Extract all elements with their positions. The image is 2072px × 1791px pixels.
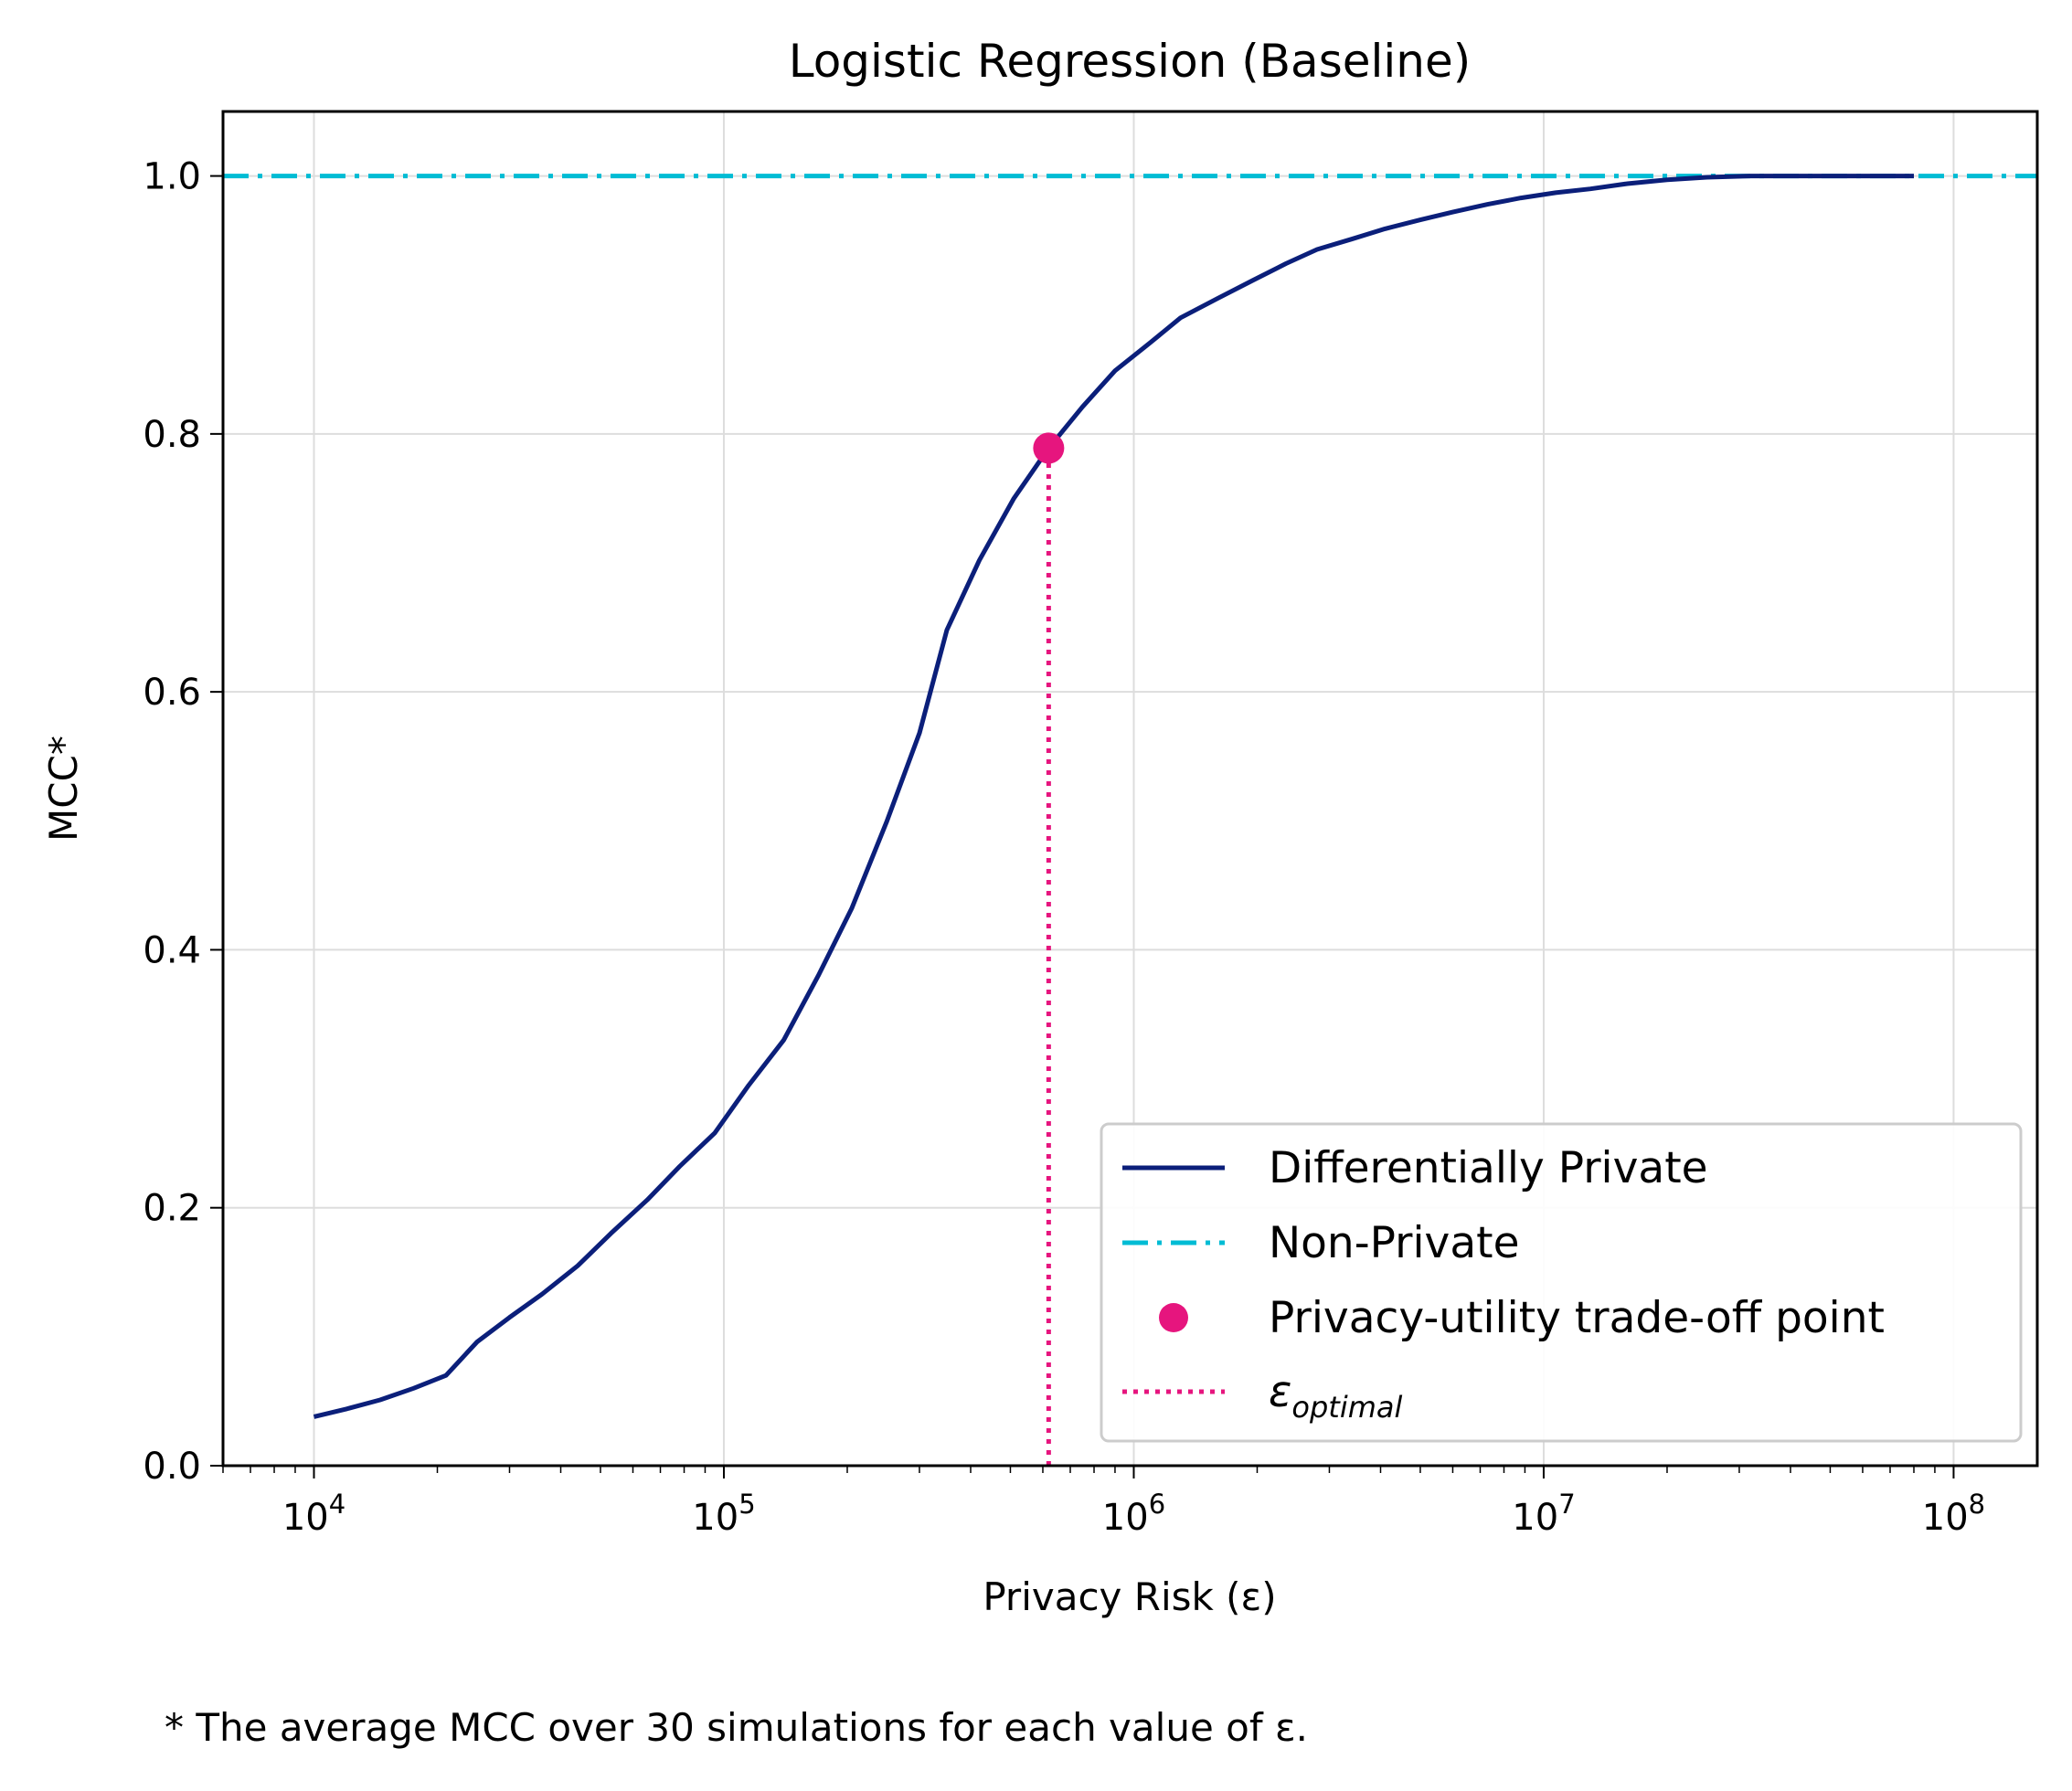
y-tick-label: 1.0 xyxy=(143,156,201,198)
x-tick-label-base: 10 xyxy=(1512,1497,1558,1539)
plot-area xyxy=(223,174,2037,1466)
trade-off-point xyxy=(1033,432,1065,464)
legend: Differentially Private Non-Private Priva… xyxy=(1100,1122,2023,1443)
x-tick-label-base: 10 xyxy=(282,1497,329,1539)
chart-title: Logistic Regression (Baseline) xyxy=(789,35,1472,88)
x-tick-label-exponent: 5 xyxy=(738,1489,755,1520)
legend-swatch-trade-off-point xyxy=(1159,1303,1188,1332)
x-tick-label-exponent: 6 xyxy=(1149,1489,1165,1520)
legend-label-trade-off-point: Privacy-utility trade-off point xyxy=(1269,1293,1885,1343)
x-tick-label-base: 10 xyxy=(1102,1497,1149,1539)
legend-label-non-private: Non-Private xyxy=(1269,1218,1520,1268)
differentially-private-line xyxy=(313,174,1914,1419)
y-tick-label: 0.6 xyxy=(143,672,201,714)
x-tick-label: 107 xyxy=(1512,1489,1575,1539)
legend-box xyxy=(1100,1122,2023,1443)
legend-epsilon-symbol: ε xyxy=(1269,1367,1291,1417)
y-axis-label: MCC* xyxy=(41,736,86,842)
x-tick-label-base: 10 xyxy=(692,1497,738,1539)
x-tick-label-exponent: 8 xyxy=(1969,1489,1985,1520)
legend-label-differentially-private: Differentially Private xyxy=(1269,1143,1708,1193)
x-tick-label-exponent: 4 xyxy=(329,1489,345,1520)
y-tick-label: 0.8 xyxy=(143,414,201,456)
footnote: * The average MCC over 30 simulations fo… xyxy=(165,1705,1309,1750)
plot-frame xyxy=(221,110,2039,1468)
x-axis-label: Privacy Risk (ε) xyxy=(983,1574,1276,1619)
x-tick-label-exponent: 7 xyxy=(1558,1489,1575,1520)
x-tick-label: 108 xyxy=(1922,1489,1985,1539)
x-tick-label: 104 xyxy=(282,1489,345,1539)
y-tick-label: 0.0 xyxy=(143,1446,201,1488)
legend-label-epsilon-optimal: εoptimal xyxy=(1269,1367,1403,1425)
x-tick-label-base: 10 xyxy=(1922,1497,1969,1539)
x-tick-label: 106 xyxy=(1102,1489,1165,1539)
x-tick-label: 105 xyxy=(692,1489,755,1539)
legend-epsilon-subscript: optimal xyxy=(1291,1390,1402,1425)
y-tick-label: 0.4 xyxy=(143,929,201,971)
y-tick-label: 0.2 xyxy=(143,1188,201,1230)
